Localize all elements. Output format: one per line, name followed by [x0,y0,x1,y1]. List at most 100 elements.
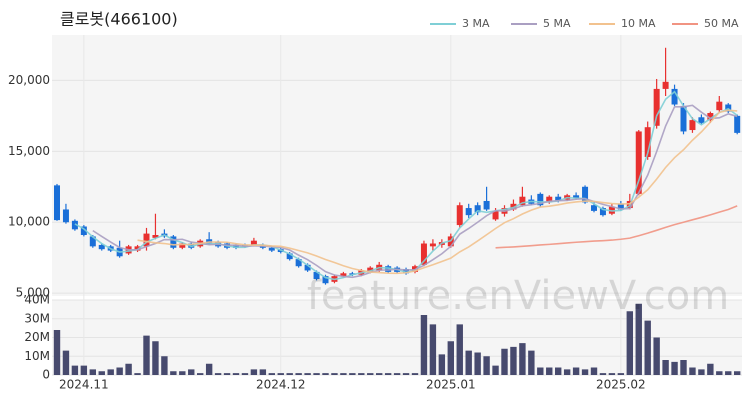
volume-bar [420,315,428,375]
candle-body [54,185,60,221]
volume-tick-label: 20M [24,330,50,344]
legend-label: 3 MA [462,17,490,30]
y-tick-label: 15,000 [8,144,50,158]
candle-body [492,210,499,220]
volume-bar [268,373,275,375]
candle-body [456,205,463,226]
candle-body [403,269,410,274]
volume-bar [358,373,365,375]
volume-bar [626,311,633,375]
volume-bar [62,350,70,375]
candle-body [591,205,597,211]
volume-bar [89,369,96,375]
volume-bar [572,367,580,375]
candle-body [313,271,320,279]
volume-bar [349,373,356,375]
y-tick-label: 10,000 [8,215,50,229]
candle-body [295,259,302,267]
volume-bar [161,356,168,375]
volume-bar [734,371,741,375]
volume-bar [125,363,132,375]
volume-bar [259,369,267,375]
candle-body [716,101,723,111]
volume-bar [599,373,607,375]
volume-bar [707,363,714,375]
volume-bar [537,367,544,375]
volume-bar [152,341,159,375]
volume-bar [689,367,696,375]
ma-line [137,109,738,275]
candle-body [698,117,705,123]
candle-body [367,267,374,272]
volume-bar [170,371,177,375]
volume-bar [107,369,114,375]
volume-bar [546,367,553,375]
candle-body [582,186,589,203]
volume-tick-label: 0 [42,368,50,382]
candle-body [519,196,526,206]
volume-bar [71,365,79,375]
candle-body [483,200,490,210]
volume-bar [474,352,481,375]
candle-body [340,273,347,277]
marks [53,47,741,375]
candle-body [537,193,544,206]
volume-bar [563,369,571,375]
candle-body [152,235,159,238]
volume-bar [322,373,329,375]
volume-tick-label: 40M [24,293,50,307]
candle-body [680,105,687,132]
volume-bar [465,350,472,375]
volume-bar [116,367,123,375]
candle-body [304,264,311,271]
candle-body [573,195,580,199]
volume-bar [376,373,383,375]
legend-label: 50 MA [704,17,739,30]
chart-title: 클로봇(466100) [60,10,178,29]
candle-body [420,243,427,265]
x-tick-label: 2024.11 [59,378,109,392]
candle-body [134,246,141,251]
volume-bar [528,350,535,375]
ma-line [495,205,738,249]
candle-body [268,247,275,251]
x-tick-label: 2024.12 [256,378,306,392]
price-panel [52,35,742,296]
candle-body [635,131,642,194]
y-tick-label: 20,000 [8,73,50,87]
candle-body [385,266,392,272]
volume-bar [80,365,88,375]
volume-bar [250,369,258,375]
candle-body [617,203,624,210]
y-tick-label: 5,000 [16,286,50,300]
candle-body [71,220,78,230]
legend-label: 5 MA [543,17,571,30]
volume-bar [98,371,105,375]
candle-body [662,81,669,89]
volume-bar [483,356,490,375]
volume-bar [143,335,150,375]
volume-bar [510,346,517,375]
volume-bar [635,303,642,375]
x-tick-label: 2025.01 [426,378,476,392]
candle-body [653,88,660,126]
candle-body [250,240,257,245]
candle-body [474,205,481,213]
volume-bar [662,360,669,375]
volume-bar [393,373,401,375]
volume-bar [241,373,249,375]
volume-bar [519,343,526,375]
volume-bar [581,369,589,375]
volume-bar [698,369,705,375]
volume-bar [205,363,213,375]
candle-body [179,243,186,248]
volume-bar [492,365,499,375]
candle-body [80,226,87,236]
volume-bar [134,373,141,375]
volume-bar [725,371,732,375]
volume-bar [608,373,616,375]
volume-bar [188,369,195,375]
volume-bar [501,348,508,375]
volume-bar [304,373,311,375]
